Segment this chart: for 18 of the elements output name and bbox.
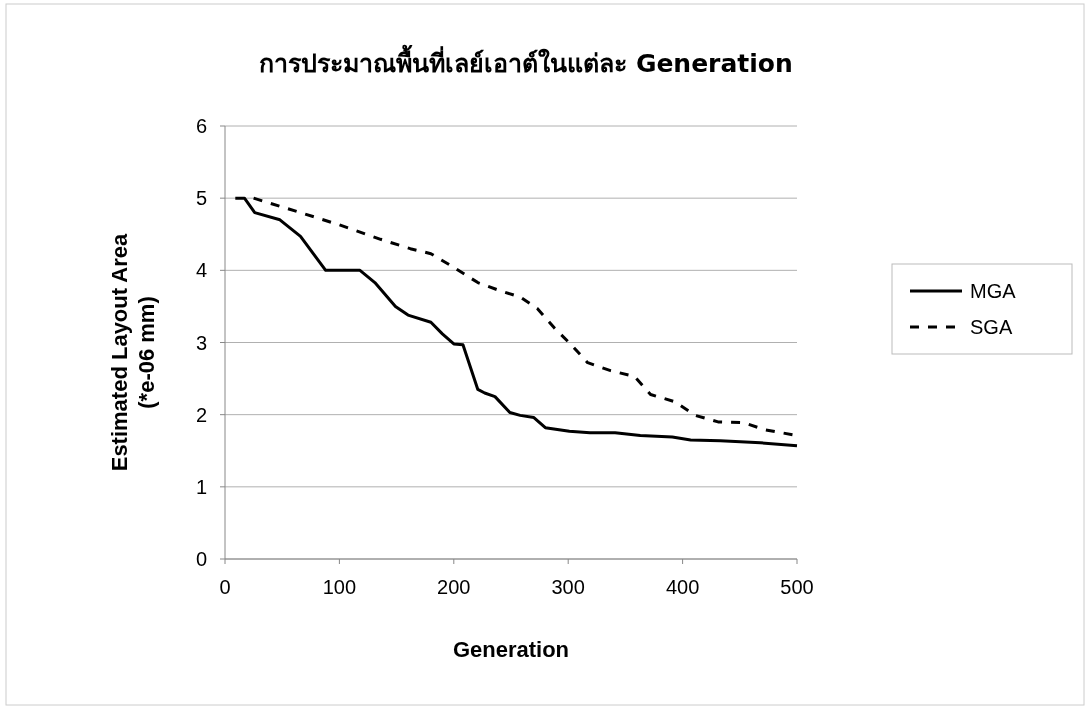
x-tick-label: 400 <box>665 576 700 598</box>
y-tick-label: 4 <box>195 259 207 282</box>
y-tick-label: 0 <box>195 548 207 570</box>
x-tick-label: 500 <box>780 576 814 598</box>
x-axis-title: Generation <box>452 637 570 662</box>
legend-label: MGA <box>970 280 1017 302</box>
legend-label: SGA <box>970 316 1013 338</box>
x-tick-label: 100 <box>322 576 357 598</box>
y-tick-label: 5 <box>195 187 207 210</box>
y-tick-label: 3 <box>195 331 207 354</box>
y-tick-label: 6 <box>195 115 207 137</box>
x-tick-label: 300 <box>551 576 585 598</box>
y-tick-label: 1 <box>195 475 207 498</box>
y-tick-label: 2 <box>195 403 207 426</box>
x-tick-label: 200 <box>437 576 471 598</box>
x-tick-label: 0 <box>219 576 231 598</box>
chart-title: การประมาณพื้นที่เลย์เอาต์ในแต่ละ Generation <box>259 44 793 78</box>
y-axis-title: Estimated Layout Area (*e-06 mm) <box>107 232 159 472</box>
